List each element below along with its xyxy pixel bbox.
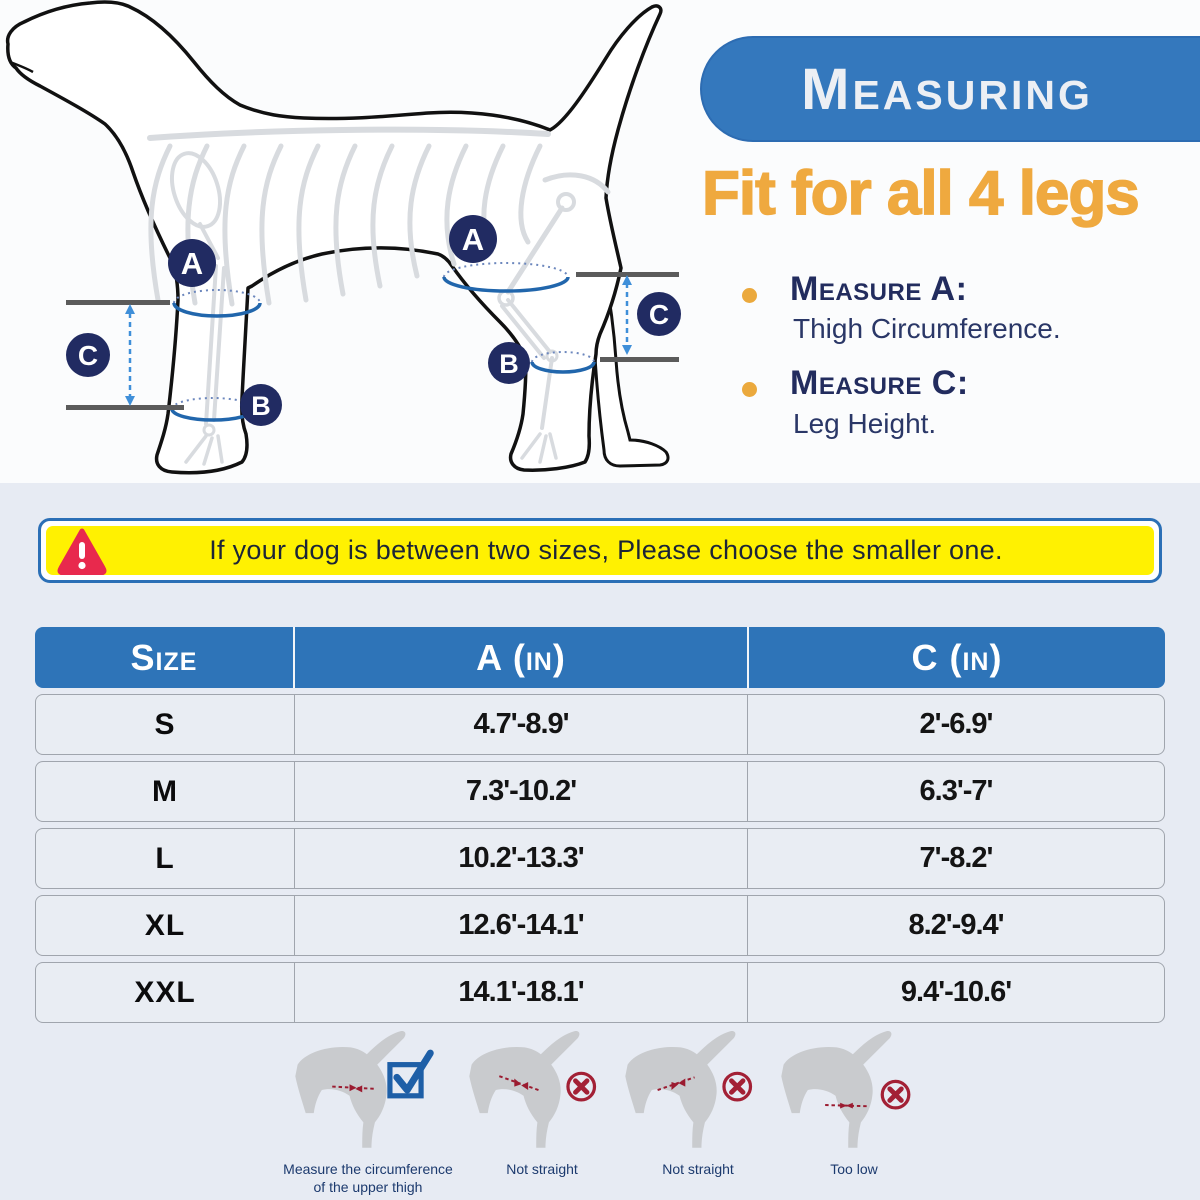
warning-text: If your dog is between two sizes, Please… — [209, 535, 1003, 565]
bullet-dot — [742, 382, 757, 397]
a-range: 7.3'-10.2' — [465, 775, 577, 807]
measure-ellipses — [170, 262, 596, 422]
marker-c-front — [66, 333, 110, 377]
reference-bars — [66, 272, 679, 410]
marker-c-front-label: C — [78, 340, 98, 371]
measuring-title-pill: Measuring — [700, 36, 1200, 142]
dog-rear-silhouette — [625, 1030, 753, 1148]
marker-c-rear — [637, 292, 681, 336]
page-title: Measuring — [801, 56, 1093, 122]
size-value: L — [155, 841, 175, 875]
col-header-size: Size — [130, 636, 198, 678]
tip-wrong: Not straight — [464, 1030, 620, 1196]
height-arrows — [125, 275, 632, 406]
tip-label: Too low — [830, 1161, 878, 1177]
tip-label: Not straight — [662, 1161, 734, 1177]
tip-wrong: Not straight — [620, 1030, 776, 1196]
size-value: XXL — [134, 975, 196, 1009]
tip-label: Measure the circumference of the upper t… — [283, 1161, 453, 1195]
a-range: 12.6'-14.1' — [458, 909, 584, 941]
c-range: 7'-8.2' — [919, 842, 994, 874]
c-range: 2'-6.9' — [919, 708, 994, 740]
dog-rear-silhouette — [781, 1030, 911, 1148]
measure-a-description: Thigh Circumference. — [793, 313, 1061, 344]
measure-c-description: Leg Height. — [793, 408, 937, 439]
marker-b-front — [240, 384, 282, 426]
table-row: XL 12.6'-14.1' 8.2'-9.4' — [35, 895, 1165, 956]
size-value: M — [152, 774, 178, 808]
a-range: 4.7'-8.9' — [473, 708, 569, 740]
marker-a-front — [168, 239, 216, 287]
dog-measurement-diagram: A C B A C B — [5, 0, 681, 475]
tip-label: Not straight — [506, 1161, 578, 1177]
tip-correct: Measure the circumference of the upper t… — [272, 1030, 464, 1196]
size-table: Size A (in) C (in) S 4.7'-8.9' 2'-6.9' M… — [35, 627, 1165, 1023]
warning-banner-inner: If your dog is between two sizes, Please… — [46, 526, 1154, 575]
warning-triangle-icon — [57, 528, 107, 575]
measuring-tips: Measure the circumference of the upper t… — [272, 1030, 932, 1196]
measure-c-label: Measure C: — [790, 364, 969, 402]
table-row: XXL 14.1'-18.1' 9.4'-10.6' — [35, 962, 1165, 1023]
c-range: 9.4'-10.6' — [900, 976, 1012, 1008]
c-range: 8.2'-9.4' — [908, 909, 1004, 941]
c-range: 6.3'-7' — [919, 775, 994, 807]
table-row: L 10.2'-13.3' 7'-8.2' — [35, 828, 1165, 889]
size-value: XL — [144, 908, 186, 942]
fit-subtitle: Fit for all 4 legs — [701, 158, 1140, 229]
warning-banner: If your dog is between two sizes, Please… — [38, 518, 1162, 583]
marker-b-front-label: B — [251, 391, 271, 421]
marker-a-rear-label: A — [462, 222, 484, 257]
dog-rear-silhouette — [295, 1030, 434, 1148]
cross-icon — [566, 1071, 597, 1102]
measure-a-label: Measure A: — [790, 270, 968, 308]
a-range: 14.1'-18.1' — [458, 976, 584, 1008]
size-table-header: Size A (in) C (in) — [35, 627, 1165, 688]
marker-a-front-label: A — [181, 246, 203, 281]
size-value: S — [154, 707, 176, 741]
table-row: M 7.3'-10.2' 6.3'-7' — [35, 761, 1165, 822]
col-header-a: A (in) — [476, 636, 566, 678]
marker-badges: A C B A C B — [66, 215, 681, 426]
a-range: 10.2'-13.3' — [458, 842, 584, 874]
marker-a-rear — [449, 215, 497, 263]
cross-icon — [880, 1079, 911, 1110]
marker-c-rear-label: C — [649, 299, 669, 330]
marker-b-rear — [488, 342, 530, 384]
marker-b-rear-label: B — [499, 349, 519, 379]
bullet-dot — [742, 288, 757, 303]
col-header-c: C (in) — [911, 636, 1003, 678]
check-icon — [387, 1049, 434, 1099]
dog-rear-silhouette — [469, 1030, 597, 1148]
tip-wrong: Too low — [776, 1030, 932, 1196]
cross-icon — [722, 1071, 753, 1102]
dog-mouth-line — [9, 60, 34, 74]
table-row: S 4.7'-8.9' 2'-6.9' — [35, 694, 1165, 755]
